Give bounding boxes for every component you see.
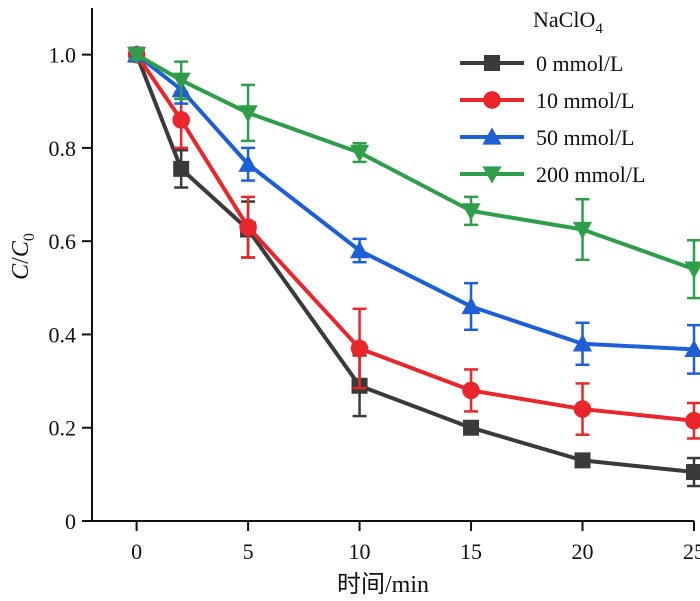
marker-triangle-up [349, 240, 370, 259]
marker-circle [239, 218, 257, 236]
marker-circle [350, 339, 369, 358]
marker-triangle-down [171, 72, 191, 90]
legend-label: 10 mmol/L [536, 88, 634, 113]
series-layer [126, 45, 700, 488]
marker-triangle-up [238, 154, 258, 172]
series-3 [126, 46, 700, 300]
legend-label: 50 mmol/L [536, 125, 634, 150]
marker-triangle-down [482, 166, 502, 184]
axes: 0 5 10 15 20 25 0 0.2 0.4 0.6 0.8 1.0 时间/min C/C0 [8, 8, 700, 598]
x-axis-title: 时间/min [337, 571, 429, 598]
marker-triangle-up [482, 127, 502, 145]
marker-circle [483, 91, 501, 109]
legend-title: NaClO4 [533, 7, 603, 37]
y-tick-label: 0.8 [49, 136, 77, 161]
y-tick-label: 1.0 [49, 43, 77, 68]
series-line [134, 53, 695, 475]
marker-triangle-down [684, 261, 700, 279]
marker-triangle-up [461, 296, 481, 315]
y-tick-label: 0 [65, 509, 76, 534]
marker-square [686, 464, 700, 481]
marker-circle [573, 400, 592, 418]
x-tick-label: 0 [131, 539, 142, 564]
marker-square [574, 452, 591, 469]
x-tick-label: 25 [683, 539, 700, 564]
marker-circle [462, 381, 480, 400]
x-tick-label: 5 [243, 539, 254, 564]
x-tick-label: 20 [572, 539, 594, 564]
marker-triangle-down [572, 221, 593, 240]
marker-triangle-up [572, 334, 593, 352]
series-1 [127, 45, 700, 440]
legend-label: 200 mmol/L [536, 162, 645, 187]
x-tick-label: 10 [349, 539, 371, 564]
marker-triangle-up [684, 339, 700, 358]
marker-triangle-down [126, 46, 147, 65]
y-axis-title: C/C0 [8, 233, 38, 280]
marker-triangle-down [349, 144, 370, 163]
legend-label: 0 mmol/L [536, 51, 623, 76]
legend: NaClO4 0 mmol/L 10 mmol/L 50 mmol/L 200 mmol… [460, 7, 645, 187]
y-tick-label: 0.6 [49, 229, 77, 254]
marker-square [173, 160, 190, 177]
marker-triangle-down [461, 203, 481, 221]
marker-square [463, 419, 480, 436]
marker-triangle-down [238, 105, 258, 123]
y-tick-label: 0.2 [49, 416, 77, 441]
y-tick-label: 0.4 [49, 322, 77, 347]
x-tick-label: 15 [460, 539, 482, 564]
marker-circle [172, 111, 190, 129]
marker-circle [685, 411, 700, 430]
marker-square [484, 55, 500, 71]
series-2 [126, 45, 700, 375]
